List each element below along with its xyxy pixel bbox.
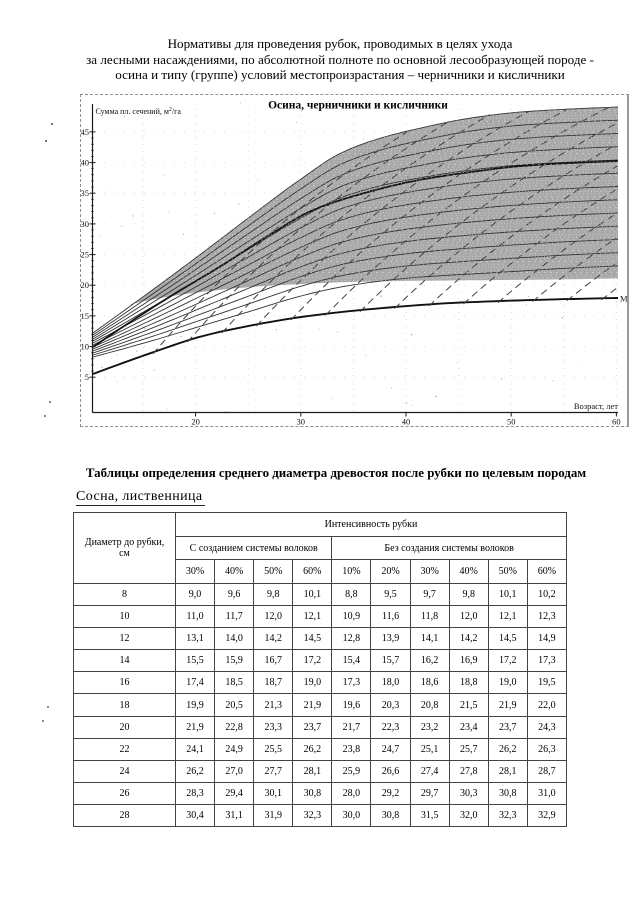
svg-text:Возраст, лет: Возраст, лет (574, 401, 618, 411)
svg-text:30: 30 (81, 219, 89, 229)
svg-text:35: 35 (81, 188, 89, 198)
svg-text:Осина, черничники и кисличники: Осина, черничники и кисличники (268, 100, 448, 112)
svg-text:M: M (620, 294, 628, 304)
svg-text:5: 5 (85, 372, 89, 382)
svg-text:25: 25 (81, 250, 89, 260)
svg-text:Сумма пл. сечений, м2/га: Сумма пл. сечений, м2/га (96, 107, 182, 116)
svg-text:20: 20 (81, 280, 89, 290)
svg-text:20: 20 (191, 417, 200, 427)
svg-text:15: 15 (81, 311, 89, 321)
svg-text:40: 40 (81, 158, 89, 168)
svg-text:60: 60 (612, 417, 621, 427)
svg-text:40: 40 (402, 417, 411, 427)
svg-text:45: 45 (81, 127, 89, 137)
svg-text:30: 30 (297, 417, 306, 427)
svg-text:50: 50 (507, 417, 516, 427)
svg-text:10: 10 (81, 342, 89, 352)
